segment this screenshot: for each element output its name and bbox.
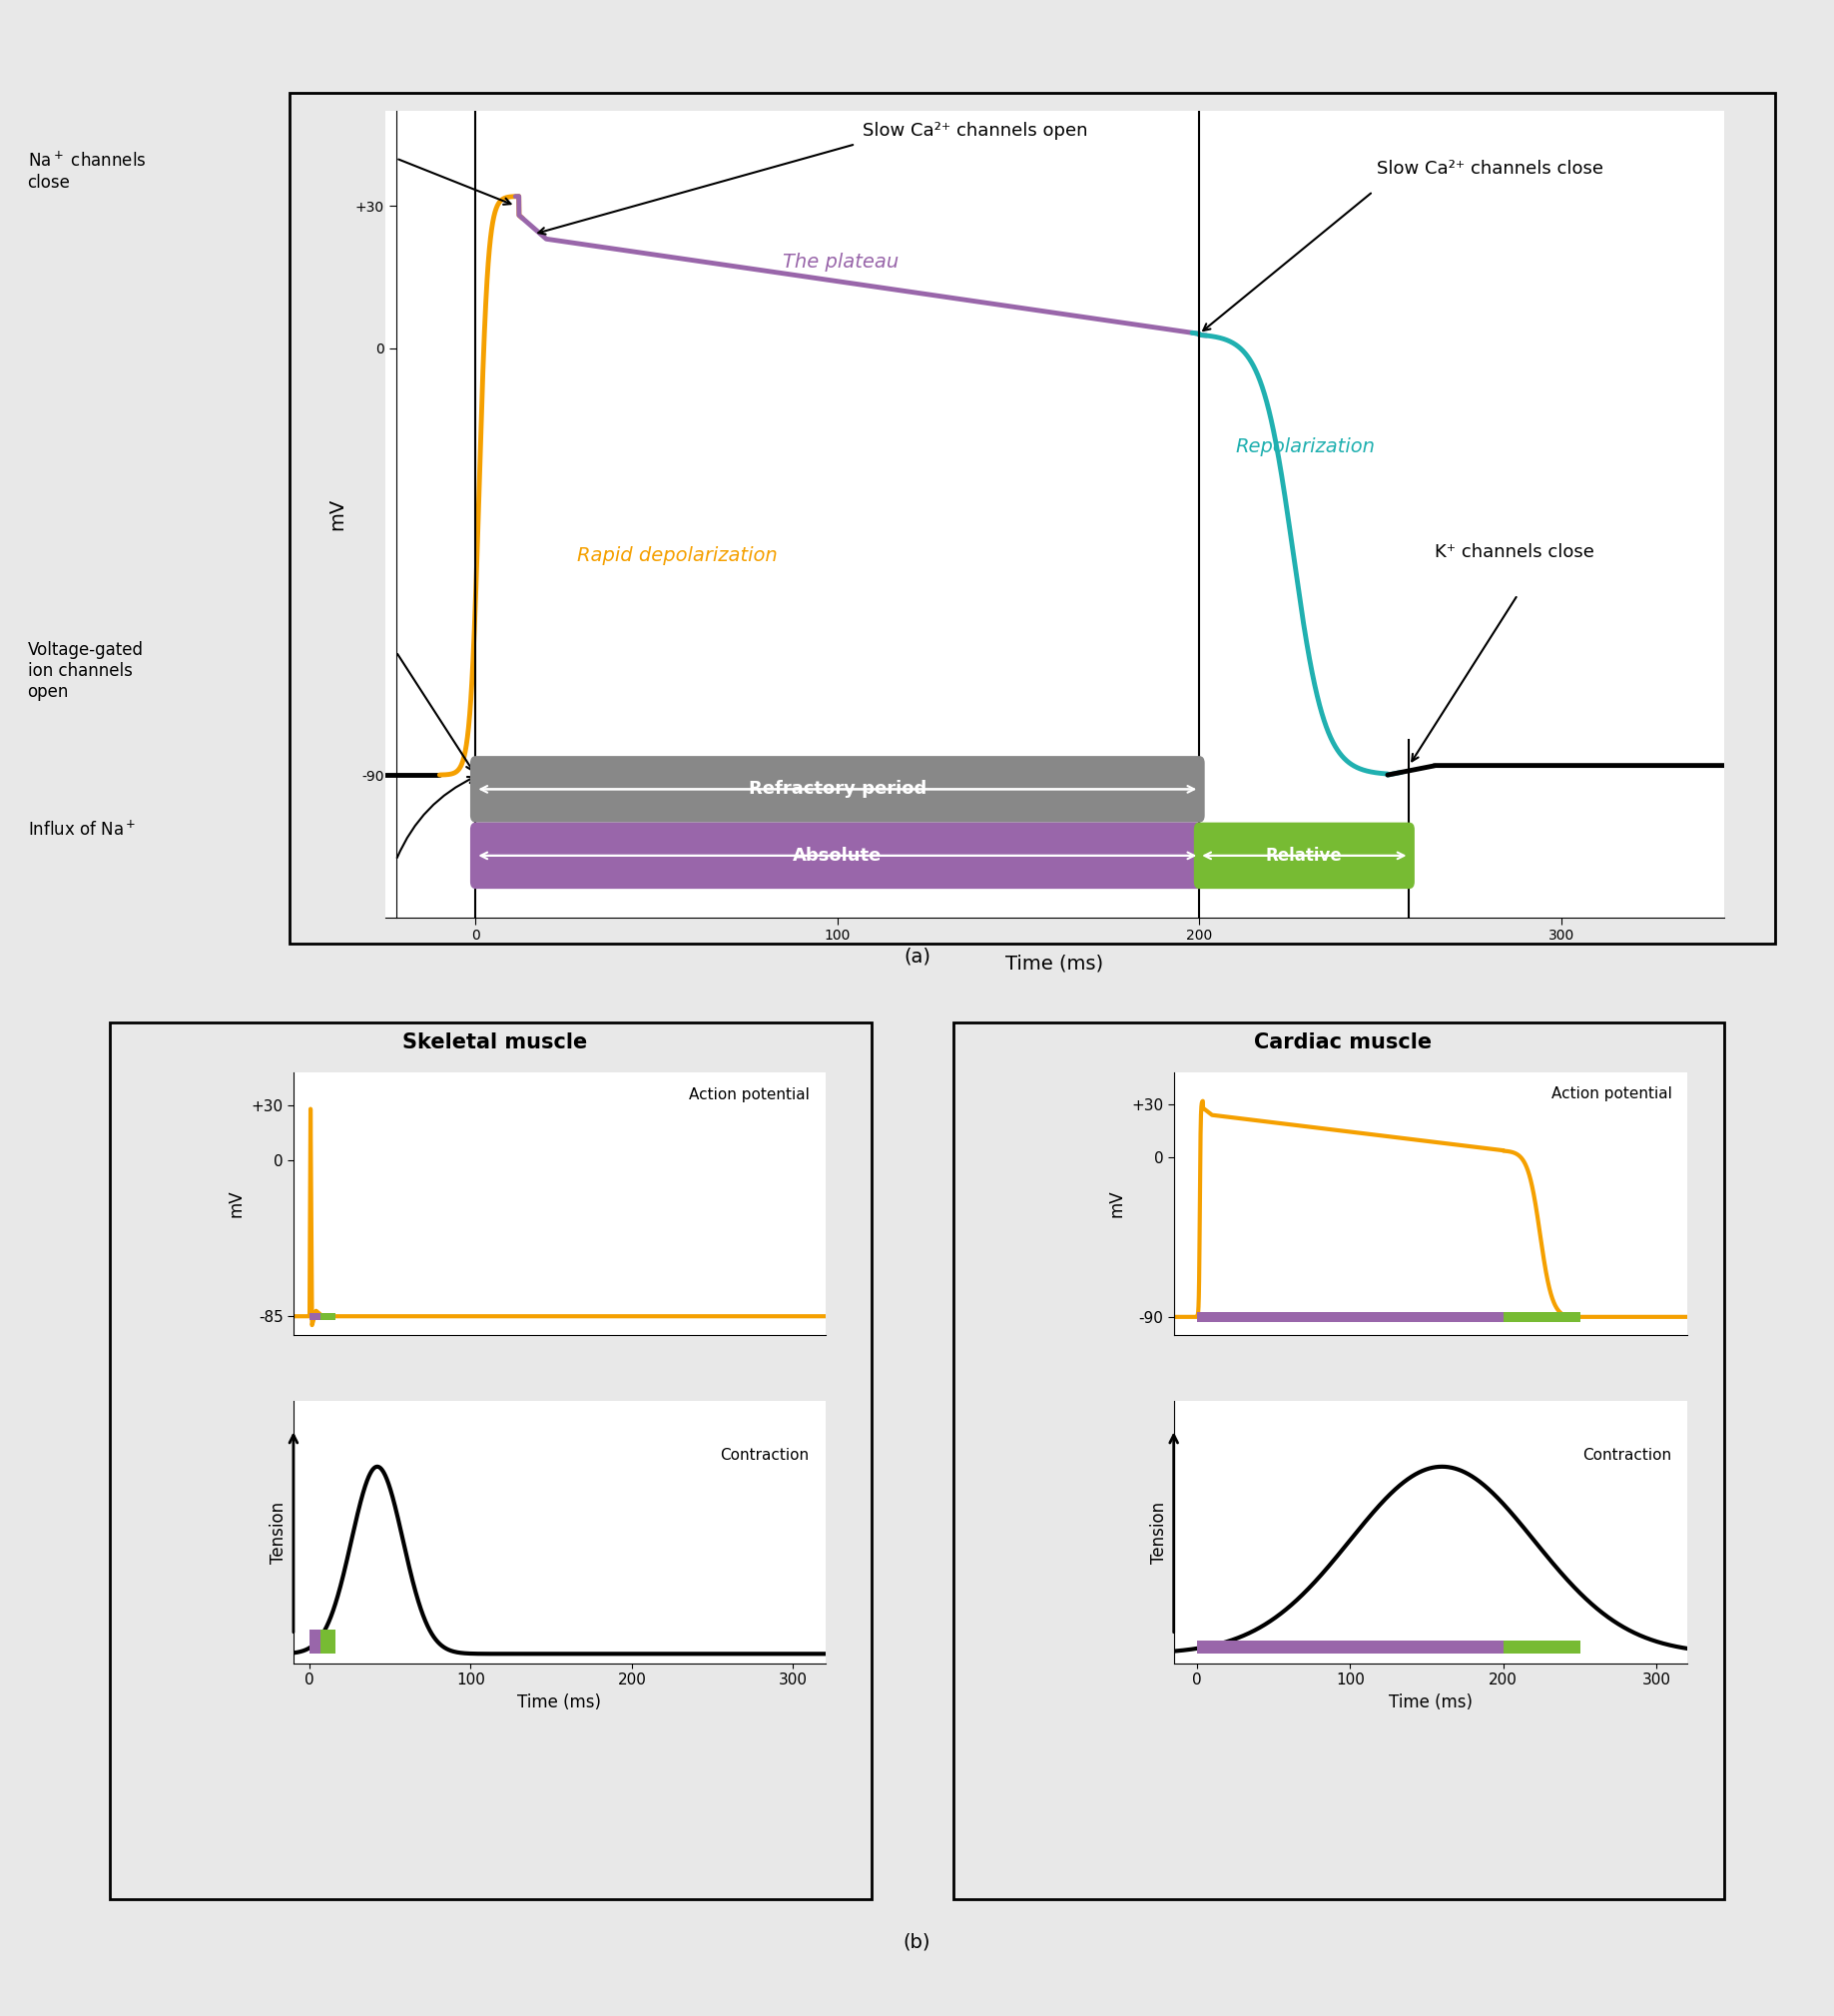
Bar: [1504, 1641, 1579, 1653]
Text: Contraction: Contraction: [721, 1447, 809, 1464]
Text: Absolute: Absolute: [792, 847, 882, 865]
Bar: [1198, 1641, 1504, 1653]
Y-axis label: Tension: Tension: [270, 1502, 288, 1562]
Text: The plateau: The plateau: [783, 252, 899, 272]
Text: Na$^+$ channels
close: Na$^+$ channels close: [28, 151, 147, 192]
Text: Slow Ca²⁺ channels open: Slow Ca²⁺ channels open: [862, 121, 1088, 139]
Text: Rapid depolarization: Rapid depolarization: [578, 546, 778, 566]
X-axis label: Time (ms): Time (ms): [1005, 954, 1104, 974]
FancyBboxPatch shape: [1194, 823, 1414, 889]
Text: Contraction: Contraction: [1583, 1447, 1673, 1464]
Text: (b): (b): [904, 1933, 930, 1951]
Text: Influx of Na$^+$: Influx of Na$^+$: [28, 821, 136, 841]
Text: Voltage-gated
ion channels
open: Voltage-gated ion channels open: [28, 641, 143, 702]
Y-axis label: mV: mV: [227, 1189, 246, 1218]
X-axis label: Time (ms): Time (ms): [517, 1693, 602, 1712]
Text: Action potential: Action potential: [1552, 1087, 1673, 1101]
Y-axis label: mV: mV: [328, 498, 347, 530]
Y-axis label: Tension: Tension: [1150, 1502, 1168, 1562]
Text: Slow Ca²⁺ channels close: Slow Ca²⁺ channels close: [1377, 159, 1603, 177]
Bar: [321, 1629, 336, 1653]
Text: Relative: Relative: [1265, 847, 1342, 865]
Bar: [310, 1629, 321, 1653]
FancyBboxPatch shape: [470, 756, 1205, 823]
Bar: [310, 1312, 321, 1320]
Y-axis label: mV: mV: [1108, 1189, 1126, 1218]
Text: K⁺ channels close: K⁺ channels close: [1434, 544, 1594, 562]
Text: Action potential: Action potential: [688, 1087, 809, 1103]
FancyBboxPatch shape: [470, 823, 1205, 889]
Bar: [321, 1312, 336, 1320]
Bar: [1198, 1312, 1504, 1322]
Text: (a): (a): [904, 948, 930, 966]
Text: Cardiac muscle: Cardiac muscle: [1254, 1032, 1431, 1052]
Text: Refractory period: Refractory period: [748, 780, 926, 798]
Text: Skeletal muscle: Skeletal muscle: [403, 1032, 587, 1052]
Bar: [1504, 1312, 1579, 1322]
Text: Repolarization: Repolarization: [1236, 437, 1376, 456]
X-axis label: Time (ms): Time (ms): [1388, 1693, 1473, 1712]
